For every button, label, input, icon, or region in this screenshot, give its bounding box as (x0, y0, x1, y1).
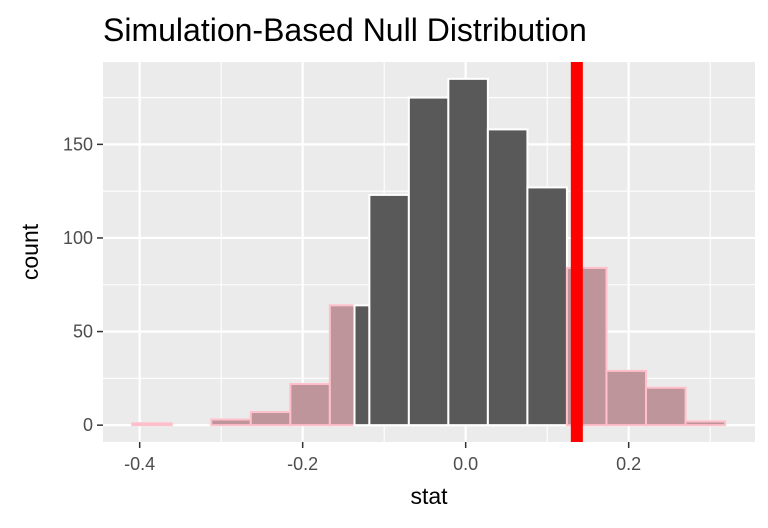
observed-stat-line (570, 62, 583, 442)
y-tick-label: 100 (63, 228, 93, 248)
histogram-bar-shaded (328, 304, 356, 427)
histogram-bar-shaded (210, 418, 252, 427)
y-tick-label: 0 (83, 415, 93, 435)
x-tick-label: 0.0 (453, 454, 478, 474)
observed-stat-layer (570, 62, 583, 442)
histogram-bar (486, 128, 529, 427)
histogram-bar (526, 186, 568, 427)
histogram-bar (368, 193, 410, 427)
histogram-bar-shaded (131, 422, 173, 427)
y-tick-label: 150 (63, 134, 93, 154)
histogram-bar (353, 304, 371, 427)
x-tick-label: -0.2 (287, 454, 318, 474)
x-axis-title: stat (410, 483, 448, 509)
axes: -0.4 -0.2 0.0 0.2 0 50 100 150 (63, 134, 641, 474)
histogram-bar-shaded (605, 369, 647, 427)
y-axis-title: count (17, 223, 43, 280)
histogram-bar (447, 77, 489, 427)
chart-title: Simulation-Based Null Distribution (103, 12, 587, 48)
x-tick-label: 0.2 (616, 454, 641, 474)
histogram-bars (131, 77, 727, 427)
histogram-bar-shaded (249, 411, 292, 427)
histogram-bar-shaded (644, 386, 687, 427)
histogram-bar-shaded (684, 420, 727, 427)
histogram-bar-shaded (289, 382, 331, 427)
y-tick-label: 50 (73, 322, 93, 342)
x-tick-label: -0.4 (124, 454, 155, 474)
histogram-bar (407, 96, 450, 427)
